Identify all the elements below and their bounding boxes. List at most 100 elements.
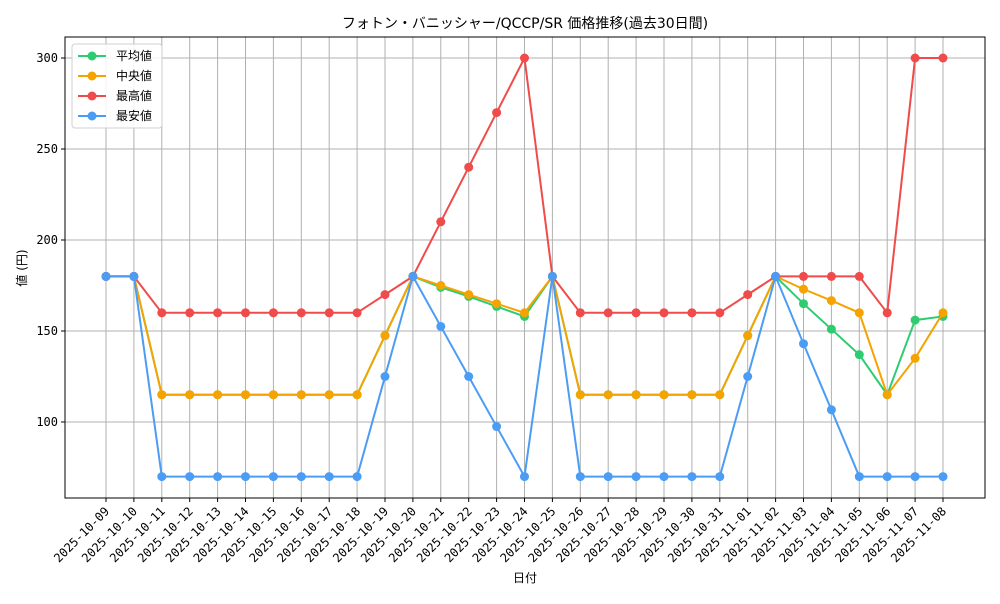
legend-label: 平均値 <box>116 48 152 63</box>
data-point <box>101 271 111 281</box>
data-point <box>743 331 753 341</box>
legend-label: 中央値 <box>116 68 152 83</box>
data-point <box>157 472 167 482</box>
x-axis-label: 日付 <box>513 571 537 585</box>
data-point <box>826 405 836 415</box>
legend-marker <box>87 111 97 121</box>
data-point <box>854 271 864 281</box>
data-point <box>910 315 920 325</box>
data-point <box>799 299 808 309</box>
data-point <box>715 390 725 400</box>
data-point <box>715 308 725 318</box>
data-point <box>352 308 362 318</box>
data-point <box>854 308 864 318</box>
data-point <box>157 390 167 400</box>
data-point <box>436 217 446 227</box>
data-point <box>324 308 334 318</box>
data-point <box>631 308 641 318</box>
data-point <box>464 290 474 300</box>
data-point <box>492 108 502 118</box>
data-point <box>659 308 669 318</box>
x-axis: 2025-10-092025-10-102025-10-112025-10-12… <box>51 498 949 565</box>
data-point <box>380 331 390 341</box>
series-lines <box>101 53 948 482</box>
data-point <box>547 271 557 281</box>
chart-title: フォトン・バニッシャー/QCCP/SR 価格推移(過去30日間) <box>342 16 708 32</box>
data-point <box>352 472 362 482</box>
data-point <box>492 299 502 309</box>
data-point <box>743 290 753 300</box>
data-point <box>603 390 613 400</box>
data-point <box>743 372 753 381</box>
data-point <box>157 308 167 318</box>
data-point <box>826 296 836 306</box>
data-point <box>659 390 669 400</box>
data-point <box>436 281 446 290</box>
data-point <box>520 472 529 482</box>
data-point <box>520 308 529 318</box>
data-point <box>799 284 808 294</box>
data-point <box>380 290 390 300</box>
data-point <box>213 390 223 400</box>
y-tick-label: 100 <box>36 415 58 429</box>
data-point <box>938 308 948 318</box>
data-point <box>687 390 697 400</box>
data-point <box>854 472 864 482</box>
data-point <box>185 390 195 400</box>
data-point <box>268 390 278 400</box>
data-point <box>296 308 306 318</box>
data-point <box>910 353 920 363</box>
legend-box <box>71 43 163 129</box>
data-point <box>910 53 920 63</box>
y-tick-label: 150 <box>36 324 58 338</box>
data-point <box>268 308 278 318</box>
data-point <box>715 472 725 482</box>
series-3 <box>101 271 948 482</box>
y-axis-label: 値 (円) <box>14 249 29 286</box>
data-point <box>771 271 781 281</box>
data-point <box>603 308 613 318</box>
data-point <box>882 472 892 482</box>
data-point <box>575 308 585 318</box>
data-point <box>882 308 892 318</box>
y-tick-label: 250 <box>36 142 58 156</box>
data-point <box>241 308 250 318</box>
legend-marker <box>87 51 97 61</box>
data-point <box>185 308 195 318</box>
data-point <box>603 472 613 482</box>
data-point <box>129 271 139 281</box>
data-point <box>185 472 195 482</box>
data-point <box>687 472 697 482</box>
data-point <box>408 271 418 281</box>
data-point <box>938 472 948 482</box>
data-point <box>492 422 502 432</box>
data-point <box>352 390 362 400</box>
data-point <box>520 53 529 63</box>
data-point <box>380 372 390 381</box>
data-point <box>854 350 864 360</box>
data-point <box>826 324 836 334</box>
legend-label: 最安値 <box>116 108 152 123</box>
data-point <box>268 472 278 482</box>
data-point <box>464 372 474 381</box>
y-tick-label: 300 <box>36 51 58 65</box>
legend-marker <box>87 91 97 101</box>
data-point <box>882 390 892 400</box>
data-point <box>575 390 585 400</box>
data-point <box>436 321 446 331</box>
data-point <box>799 271 808 281</box>
data-point <box>213 308 223 318</box>
data-point <box>938 53 948 63</box>
data-point <box>631 390 641 400</box>
grid-lines <box>65 37 985 498</box>
y-axis: 100 150 200 250 300 <box>36 51 65 429</box>
data-point <box>324 472 334 482</box>
data-point <box>241 472 250 482</box>
legend-marker <box>87 71 97 81</box>
data-point <box>659 472 669 482</box>
data-point <box>910 472 920 482</box>
data-point <box>464 162 474 172</box>
